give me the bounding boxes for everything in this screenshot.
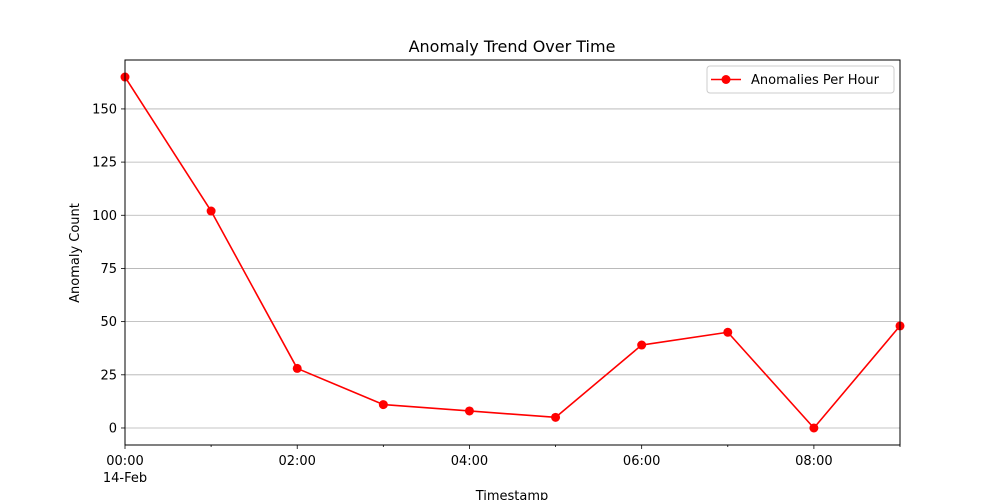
data-point [464, 406, 474, 416]
x-tick-label: 04:00 [451, 454, 488, 469]
series-line [124, 76, 901, 429]
legend: Anomalies Per Hour [706, 65, 895, 94]
y-tick-label: 100 [92, 209, 117, 224]
data-point [723, 327, 733, 337]
data-point [378, 400, 388, 410]
grid-lines [125, 108, 900, 429]
x-tick-label: 00:00 [106, 454, 143, 469]
data-point [206, 206, 216, 216]
data-point [637, 340, 647, 350]
x-axis-title: Timestamp [475, 489, 549, 500]
data-point [551, 412, 561, 422]
y-axis: 0 25 50 75 100 125 150 [92, 102, 125, 436]
y-tick-label: 150 [92, 102, 117, 117]
x-tick-label: 06:00 [623, 454, 660, 469]
data-point [292, 363, 302, 373]
y-tick-label: 0 [109, 421, 117, 436]
y-axis-title: Anomaly Count [68, 203, 83, 303]
plot-frame [124, 59, 901, 446]
y-tick-label: 25 [100, 368, 117, 383]
data-point [809, 423, 819, 433]
y-tick-label: 50 [100, 315, 117, 330]
chart-title: Anomaly Trend Over Time [409, 37, 616, 56]
x-tick-date-label: 14-Feb [103, 471, 147, 486]
x-tick-label: 02:00 [278, 454, 315, 469]
plot-area [120, 59, 905, 446]
y-tick-label: 75 [100, 262, 117, 277]
y-tick-label: 125 [92, 156, 117, 171]
legend-marker-swatch [721, 75, 731, 84]
x-tick-label: 08:00 [795, 454, 832, 469]
legend-box [706, 65, 895, 94]
legend-label: Anomalies Per Hour [751, 73, 880, 88]
x-axis: 00:00 14-Feb 02:00 04:00 06:00 08:00 [103, 445, 901, 486]
